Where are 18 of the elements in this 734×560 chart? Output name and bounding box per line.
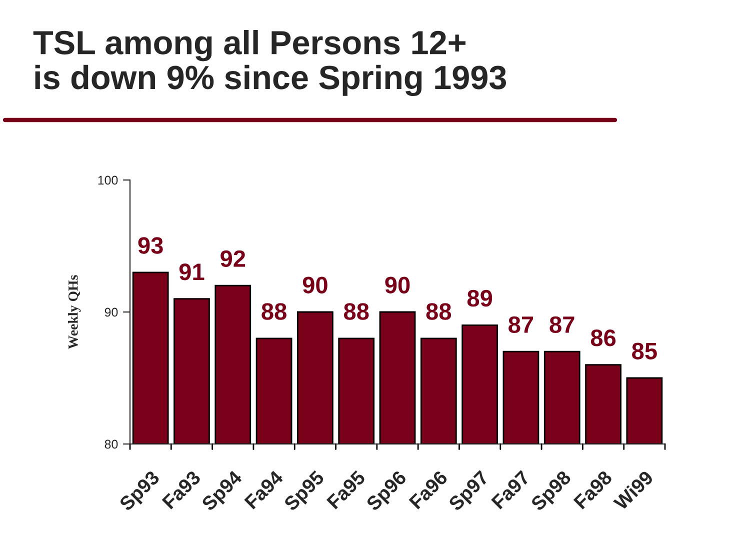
data-label: 90 xyxy=(302,276,328,294)
y-tick-label: 80 xyxy=(104,440,118,449)
y-axis-title: Weekly QHs xyxy=(68,275,81,350)
data-label: 92 xyxy=(220,250,246,268)
data-label: 85 xyxy=(632,342,657,360)
data-label: 86 xyxy=(590,330,616,346)
data-label: 90 xyxy=(385,276,410,294)
y-tick-label: 100 xyxy=(98,176,118,185)
data-label: 93 xyxy=(138,237,163,254)
data-label: 87 xyxy=(550,316,574,334)
data-label: 87 xyxy=(508,316,534,334)
data-label: 89 xyxy=(467,290,492,307)
data-label: 88 xyxy=(344,303,369,320)
data-label: 91 xyxy=(179,264,204,280)
chart-title: TSL among all Persons 12+ is down 9% since Spring 1993 xyxy=(33,30,506,96)
data-label: 88 xyxy=(262,303,286,320)
y-tick-label: 90 xyxy=(104,308,118,317)
data-label: 88 xyxy=(426,303,452,320)
